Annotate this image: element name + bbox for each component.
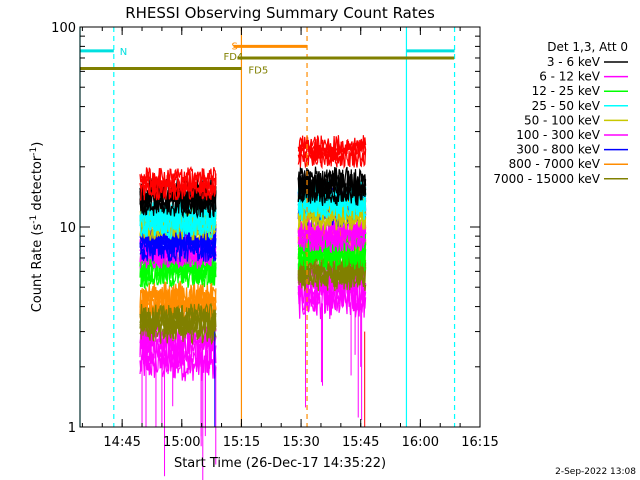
series-red-line bbox=[297, 135, 367, 155]
flag-label-fd5: FD5 bbox=[248, 66, 268, 77]
series-7-line bbox=[139, 234, 217, 259]
y-axis-label-mid: detector bbox=[30, 155, 45, 215]
x-tick-label: 15:30 bbox=[282, 435, 319, 450]
flag-label-n: N bbox=[120, 47, 127, 58]
legend-entry-label: 12 - 25 keV bbox=[532, 84, 601, 98]
x-tick-label: 14:45 bbox=[103, 435, 140, 450]
x-axis-label: Start Time (26-Dec-17 14:35:22) bbox=[174, 456, 386, 471]
legend-entry-label: 3 - 6 keV bbox=[547, 55, 601, 69]
y-tick-label: 1 bbox=[68, 421, 76, 436]
y-axis-label-main: Count Rate (s bbox=[30, 224, 45, 313]
series-9-line bbox=[139, 303, 217, 328]
y-axis-label: Count Rate (s-1 detector-1) bbox=[29, 142, 45, 313]
x-tick-label: 15:00 bbox=[163, 435, 200, 450]
series-red-line bbox=[139, 166, 217, 188]
series-5-line bbox=[139, 219, 217, 241]
series-3-line bbox=[297, 230, 367, 258]
flag-label-fd4: FD4 bbox=[223, 52, 243, 63]
series-1-line bbox=[297, 166, 367, 191]
y-axis-label-sup2: -1 bbox=[29, 147, 39, 156]
x-tick-label: 16:15 bbox=[461, 435, 498, 450]
legend-entry-label: 800 - 7000 keV bbox=[509, 157, 601, 171]
generation-timestamp: 2-Sep-2022 13:08 bbox=[555, 467, 636, 477]
flag-label-s: S bbox=[231, 41, 237, 52]
legend-entry-label: 25 - 50 keV bbox=[532, 99, 601, 113]
axes: 14:45 15:00 15:15 15:30 15:45 16:00 16:15 1 10 10… bbox=[51, 21, 499, 450]
y-axis-label-end: ) bbox=[30, 142, 45, 147]
legend-entry-label: 50 - 100 keV bbox=[524, 113, 601, 127]
y-tick-label: 10 bbox=[59, 221, 76, 236]
x-tick-label: 15:45 bbox=[342, 435, 379, 450]
legend-entry-label: 6 - 12 keV bbox=[539, 70, 601, 84]
y-tick-label: 100 bbox=[51, 21, 76, 36]
legend-entry-label: 300 - 800 keV bbox=[516, 143, 600, 157]
series-red-line bbox=[297, 143, 367, 164]
legend-entry-label: 100 - 300 keV bbox=[516, 128, 600, 142]
x-tick-label: 16:00 bbox=[402, 435, 439, 450]
y-axis-label-sup1: -1 bbox=[29, 215, 39, 224]
series-6-line bbox=[297, 227, 367, 249]
legend-title: Det 1,3, Att 0 bbox=[547, 40, 628, 54]
x-tick-label: 15:15 bbox=[223, 435, 260, 450]
legend-entry-label: 7000 - 15000 keV bbox=[493, 172, 600, 186]
chart-title: RHESSI Observing Summary Count Rates bbox=[125, 4, 435, 22]
